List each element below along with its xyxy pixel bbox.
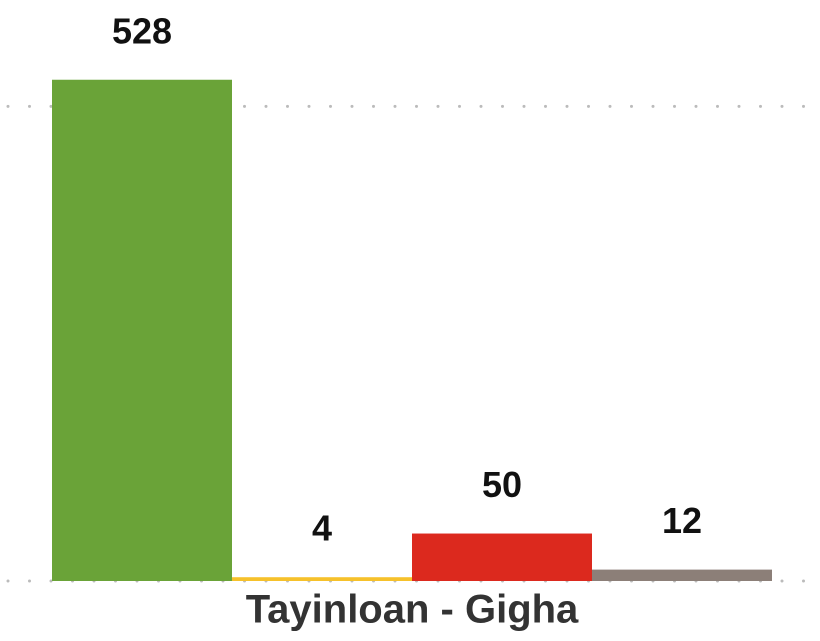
bar	[592, 569, 772, 581]
bar	[412, 533, 592, 581]
value-label: 12	[662, 500, 702, 541]
value-label: 50	[482, 464, 522, 505]
value-label: 4	[312, 508, 332, 549]
value-label: 528	[112, 10, 172, 51]
bar	[52, 79, 232, 582]
bar	[232, 577, 412, 581]
x-tick-label: Tayinloan - Gigha	[246, 588, 579, 632]
